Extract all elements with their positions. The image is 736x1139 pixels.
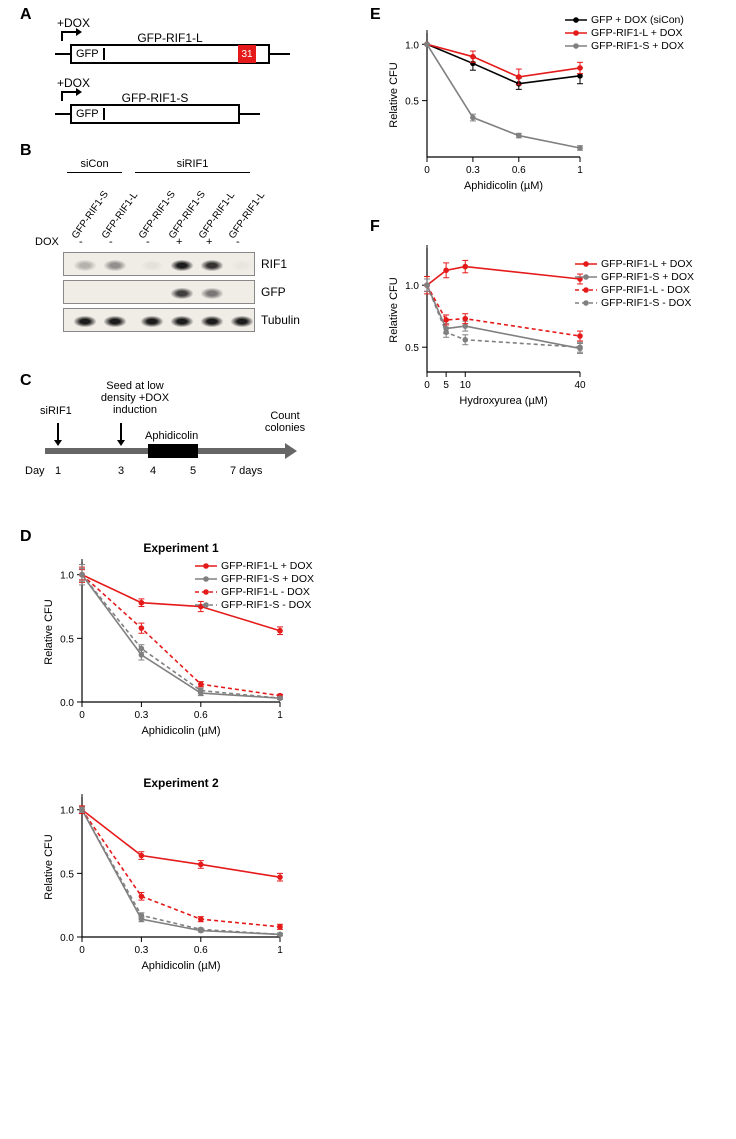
legend-item: GFP-RIF1-S + DOX <box>195 573 314 585</box>
tl-d4: 4 <box>150 465 156 477</box>
svg-text:1.0: 1.0 <box>60 571 74 582</box>
dox-label-2: +DOX <box>57 76 90 90</box>
dox-value: + <box>206 236 212 248</box>
svg-text:1: 1 <box>577 165 583 176</box>
gfp-segment-2: GFP <box>72 108 105 120</box>
svg-text:0.6: 0.6 <box>194 710 208 721</box>
svg-text:Hydroxyurea (µM): Hydroxyurea (µM) <box>459 395 547 407</box>
tl-seed: Seed at low density +DOX induction <box>90 380 180 416</box>
svg-text:1: 1 <box>277 945 283 956</box>
svg-text:0.5: 0.5 <box>405 343 419 354</box>
svg-text:0.3: 0.3 <box>466 165 480 176</box>
legend-item: GFP-RIF1-L + DOX <box>195 560 314 572</box>
svg-text:0.5: 0.5 <box>405 97 419 108</box>
dox-value: - <box>109 236 113 248</box>
blot-label: GFP <box>261 285 286 299</box>
svg-text:Relative CFU: Relative CFU <box>388 277 400 342</box>
legend-item: GFP-RIF1-S + DOX <box>575 271 694 283</box>
legend-item: GFP-RIF1-L - DOX <box>195 586 314 598</box>
panel-label-b: B <box>20 142 32 160</box>
gene-label-short: GFP-RIF1-S <box>122 91 189 105</box>
svg-text:0.5: 0.5 <box>60 869 74 880</box>
svg-text:Aphidicolin (µM): Aphidicolin (µM) <box>141 960 220 972</box>
svg-text:10: 10 <box>460 380 472 391</box>
legend-item: GFP-RIF1-S + DOX <box>565 40 684 52</box>
panel-label-f: F <box>370 218 380 236</box>
group-sicon: siCon <box>67 158 122 170</box>
blot-label: Tubulin <box>261 313 300 327</box>
chart-f: 0.5 1.0 0 5 10 40 Hydroxyurea (µM) Relative CFU <box>385 240 590 415</box>
blot-label: RIF1 <box>261 257 287 271</box>
svg-text:5: 5 <box>443 380 449 391</box>
chart-e: 0.5 1.0 0 0.3 0.6 1 Aphidicolin (µM) Relative C… <box>385 25 590 200</box>
svg-text:0.0: 0.0 <box>60 698 74 709</box>
svg-text:0.0: 0.0 <box>60 933 74 944</box>
svg-text:0.3: 0.3 <box>134 945 148 956</box>
legend-item: GFP-RIF1-L + DOX <box>575 258 694 270</box>
gene-label-long: GFP-RIF1-L <box>137 31 202 45</box>
dox-value: - <box>79 236 83 248</box>
svg-text:1.0: 1.0 <box>405 40 419 51</box>
dox-label: +DOX <box>57 16 90 30</box>
svg-text:0.6: 0.6 <box>194 945 208 956</box>
tl-d3: 3 <box>118 465 124 477</box>
svg-text:0.5: 0.5 <box>60 634 74 645</box>
svg-text:0: 0 <box>424 380 430 391</box>
legend-item: GFP-RIF1-S - DOX <box>575 297 694 309</box>
panel-label-d: D <box>20 528 32 546</box>
svg-text:0: 0 <box>79 710 85 721</box>
legend-d1: GFP-RIF1-L + DOXGFP-RIF1-S + DOXGFP-RIF1… <box>195 560 314 612</box>
timeline: siRIF1 Seed at low density +DOX inductio… <box>30 385 320 515</box>
svg-text:Relative CFU: Relative CFU <box>43 834 55 899</box>
legend-f: GFP-RIF1-L + DOXGFP-RIF1-S + DOXGFP-RIF1… <box>575 258 694 310</box>
svg-text:Aphidicolin (µM): Aphidicolin (µM) <box>141 725 220 737</box>
dox-row-label: DOX <box>35 236 59 248</box>
svg-text:Relative CFU: Relative CFU <box>43 599 55 664</box>
svg-text:0.6: 0.6 <box>512 165 526 176</box>
panel-label-e: E <box>370 6 381 24</box>
group-sirif1: siRIF1 <box>135 158 250 170</box>
svg-text:0.3: 0.3 <box>134 710 148 721</box>
svg-text:Aphidicolin (µM): Aphidicolin (µM) <box>464 180 543 192</box>
dox-value: - <box>236 236 240 248</box>
svg-text:1.0: 1.0 <box>60 806 74 817</box>
legend-item: GFP-RIF1-S - DOX <box>195 599 314 611</box>
svg-text:0: 0 <box>79 945 85 956</box>
dox-value: - <box>146 236 150 248</box>
svg-text:1: 1 <box>277 710 283 721</box>
svg-text:1.0: 1.0 <box>405 281 419 292</box>
western-blot: siCon siRIF1 GFP-RIF1-SGFP-RIF1-LGFP-RIF… <box>45 158 315 358</box>
tl-count: Count colonies <box>255 410 315 434</box>
dox-value: + <box>176 236 182 248</box>
svg-text:Experiment 2: Experiment 2 <box>143 776 219 790</box>
tl-d5: 5 <box>190 465 196 477</box>
panel-label-a: A <box>20 6 32 24</box>
legend-item: GFP + DOX (siCon) <box>565 14 684 26</box>
tl-day: Day <box>25 465 45 477</box>
legend-item: GFP-RIF1-L + DOX <box>565 27 684 39</box>
legend-item: GFP-RIF1-L - DOX <box>575 284 694 296</box>
exon31-box: 31 <box>238 45 256 63</box>
svg-text:40: 40 <box>574 380 586 391</box>
svg-text:Relative CFU: Relative CFU <box>388 62 400 127</box>
svg-text:Experiment 1: Experiment 1 <box>143 541 219 555</box>
legend-e: GFP + DOX (siCon)GFP-RIF1-L + DOXGFP-RIF… <box>565 14 684 53</box>
tl-aph: Aphidicolin <box>145 430 198 442</box>
chart-d-experiment2: 0.0 0.5 1.0 0 0.3 0.6 1 Experiment 2 Aphidicolin… <box>40 775 290 980</box>
tl-d7: 7 days <box>230 465 262 477</box>
tl-sirif1: siRIF1 <box>40 405 72 417</box>
gfp-segment: GFP <box>72 48 105 60</box>
tl-d1: 1 <box>55 465 61 477</box>
svg-text:0: 0 <box>424 165 430 176</box>
